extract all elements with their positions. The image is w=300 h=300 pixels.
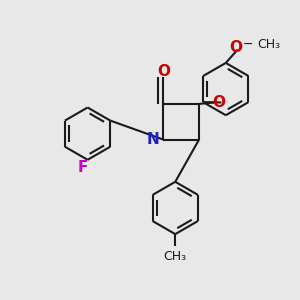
Text: −: −: [243, 38, 253, 51]
Text: F: F: [78, 160, 88, 175]
Text: CH₃: CH₃: [164, 250, 187, 263]
Text: O: O: [157, 64, 170, 79]
Text: O: O: [212, 95, 225, 110]
Text: CH₃: CH₃: [257, 38, 280, 51]
Text: O: O: [229, 40, 242, 55]
Text: N: N: [147, 132, 160, 147]
